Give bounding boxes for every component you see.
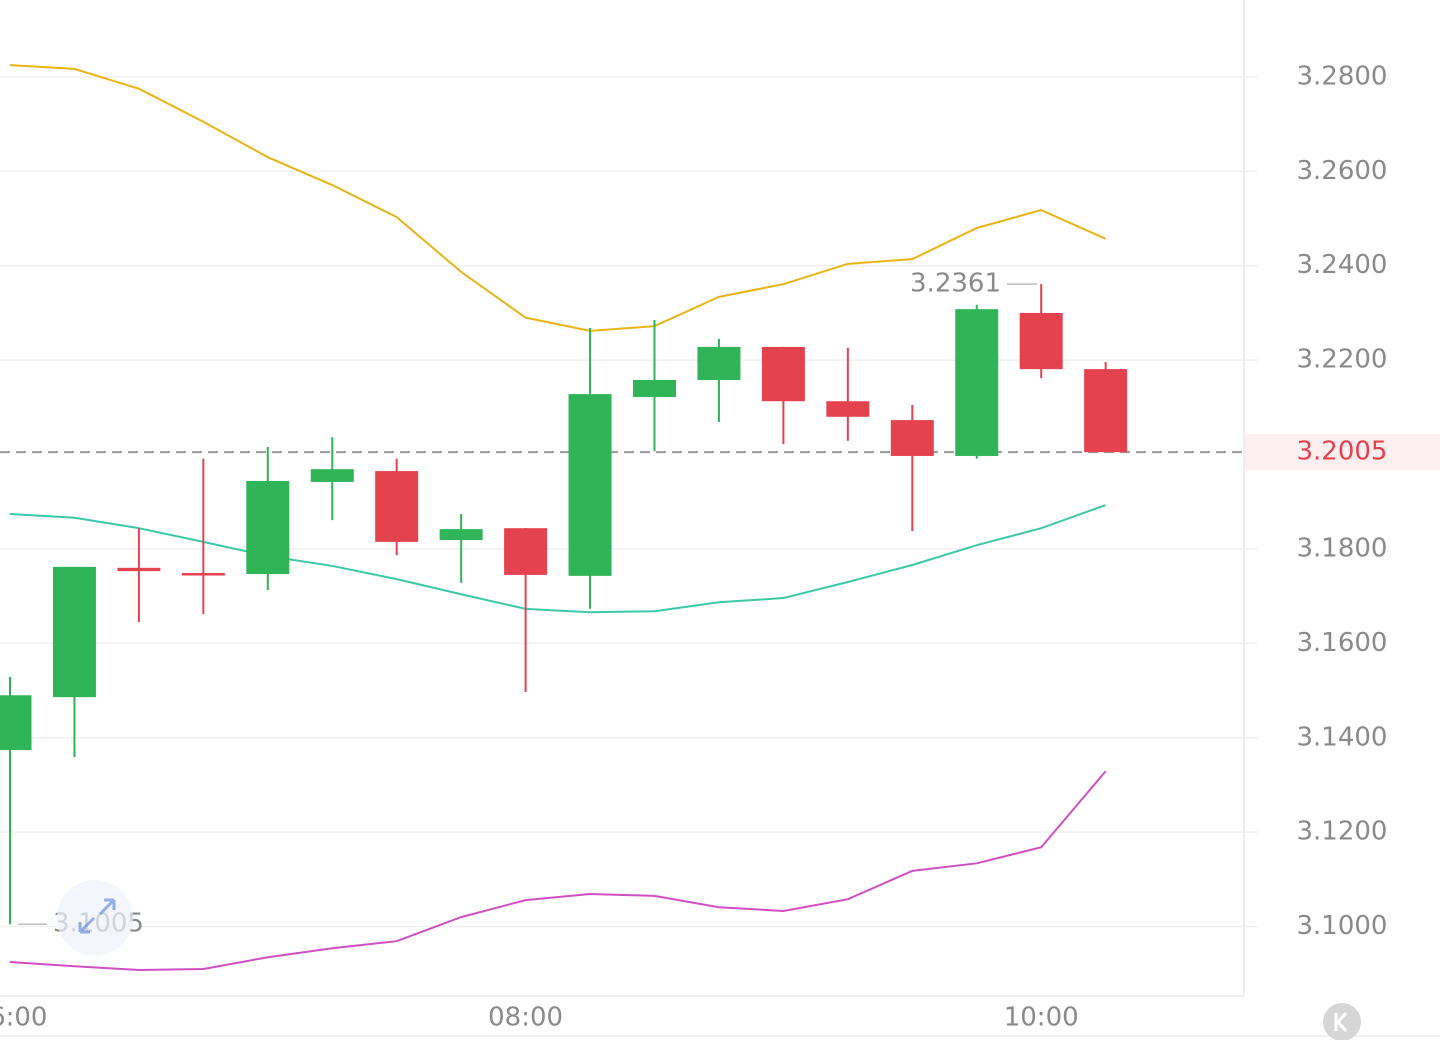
candle-body — [1084, 369, 1128, 453]
last-price-label: 3.2005 — [1297, 437, 1388, 467]
last-price-bg — [1245, 434, 1440, 471]
high-label: 3.2361 — [910, 269, 1001, 299]
x-tick-label: 08:00 — [488, 1003, 563, 1033]
candle-body — [955, 309, 999, 456]
y-tick-label: 3.1000 — [1297, 911, 1388, 941]
candle-body — [246, 480, 290, 574]
k-button-icon[interactable] — [1334, 1012, 1348, 1032]
float-button-icon[interactable] — [78, 898, 116, 934]
y-tick-label: 3.1600 — [1297, 628, 1388, 658]
indicator-line — [9, 64, 1107, 332]
candle-body — [181, 573, 225, 576]
k-button[interactable] — [1323, 1003, 1361, 1040]
candle-body — [697, 346, 741, 380]
y-tick-label: 3.1800 — [1297, 533, 1388, 563]
candle-body — [0, 695, 32, 751]
candle-body — [761, 346, 805, 402]
candle-body — [52, 566, 96, 698]
indicator-line — [9, 770, 1107, 971]
k-button-bg[interactable] — [1323, 1003, 1361, 1040]
x-tick-label: 10:00 — [1004, 1003, 1079, 1033]
y-tick-label: 3.2400 — [1297, 250, 1388, 280]
candle-body — [633, 379, 676, 397]
y-tick-label: 3.1400 — [1297, 722, 1388, 752]
candle-body — [1019, 312, 1063, 370]
x-tick-label: 06:00 — [0, 1003, 47, 1033]
candle-body — [826, 401, 870, 417]
candle-body — [568, 394, 612, 576]
candle-body — [439, 529, 483, 540]
candle-body — [310, 469, 354, 482]
candle-body — [890, 420, 934, 456]
candle-body — [375, 471, 419, 542]
indicator-line — [9, 504, 1106, 614]
float-button-bg[interactable] — [57, 880, 133, 956]
y-tick-label: 3.2200 — [1297, 345, 1388, 375]
y-tick-label: 3.2600 — [1297, 156, 1388, 186]
y-tick-label: 3.1200 — [1297, 817, 1388, 847]
candle-body — [117, 567, 161, 572]
y-tick-label: 3.2800 — [1297, 61, 1388, 91]
float-button[interactable] — [57, 880, 133, 956]
candle-body — [504, 528, 548, 575]
